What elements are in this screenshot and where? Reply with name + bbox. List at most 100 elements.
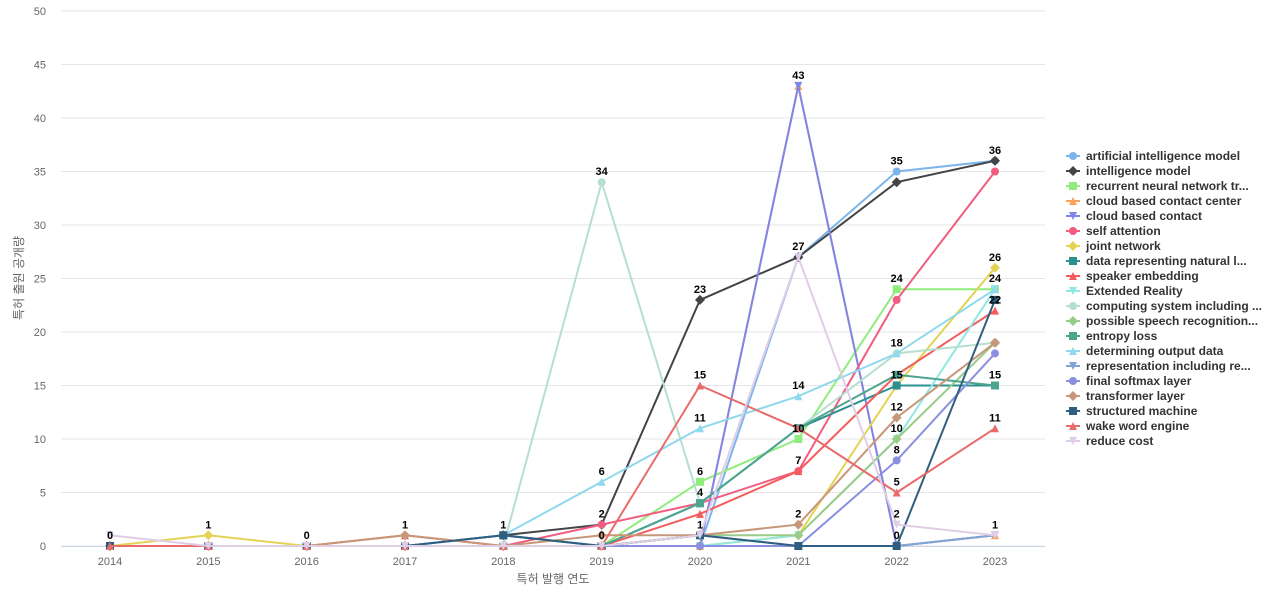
legend-item[interactable]: final softmax layer [1066, 374, 1192, 388]
legend-item[interactable]: computing system including ... [1066, 299, 1262, 313]
legend-label: possible speech recognition... [1086, 314, 1258, 328]
series-line [110, 341, 996, 547]
y-tick-label: 0 [40, 541, 46, 553]
legend-marker [1069, 287, 1077, 295]
legend-item[interactable]: wake word engine [1066, 419, 1190, 433]
legend-marker [1069, 197, 1077, 205]
legend-item[interactable]: possible speech recognition... [1066, 314, 1258, 328]
series-line [110, 85, 996, 548]
data-label: 26 [989, 252, 1001, 264]
x-tick-label: 2016 [294, 556, 318, 568]
data-point [203, 530, 214, 541]
legend-item[interactable]: cloud based contact [1066, 209, 1202, 223]
data-point [991, 285, 999, 294]
series-2 [106, 285, 999, 550]
data-label: 22 [989, 295, 1001, 307]
data-point [892, 285, 901, 294]
data-point [696, 531, 704, 540]
legend-marker [1069, 152, 1077, 160]
legend-item[interactable]: Extended Reality [1066, 284, 1183, 298]
legend-label: structured machine [1086, 404, 1198, 418]
legend-marker [1068, 316, 1078, 326]
legend-label: reduce cost [1086, 434, 1153, 448]
data-point [991, 424, 999, 433]
data-label: 5 [894, 477, 900, 489]
series-line [110, 341, 996, 548]
legend-label: speaker embedding [1086, 269, 1199, 283]
data-point [204, 542, 213, 550]
legend-item[interactable]: intelligence model [1066, 164, 1191, 178]
legend-marker [1068, 166, 1078, 176]
data-label: 0 [107, 530, 113, 542]
y-tick-label: 10 [34, 434, 46, 446]
legend-marker [1068, 391, 1078, 401]
legend-marker [1069, 362, 1077, 370]
data-point [991, 349, 999, 358]
legend-item[interactable]: data representing natural l... [1066, 254, 1247, 268]
legend-label: transformer layer [1086, 389, 1185, 403]
legend-item[interactable]: cloud based contact center [1066, 194, 1242, 208]
legend-item[interactable]: self attention [1066, 224, 1161, 238]
legend-label: wake word engine [1085, 419, 1190, 433]
data-label: 11 [694, 412, 706, 424]
x-tick-label: 2020 [688, 556, 712, 568]
data-label: 8 [894, 444, 900, 456]
legend-item[interactable]: recurrent neural network tr... [1066, 179, 1249, 193]
series-3 [106, 81, 999, 550]
data-label: 2 [795, 509, 801, 521]
y-tick-label: 20 [34, 327, 46, 339]
series-line [110, 159, 996, 547]
legend-item[interactable]: determining output data [1066, 344, 1224, 358]
y-axis-title: 특허 출원 공개량 [12, 236, 26, 320]
data-point [597, 542, 606, 550]
series-9 [106, 285, 999, 550]
data-label: 27 [792, 241, 804, 253]
legend-item[interactable]: speaker embedding [1066, 269, 1199, 283]
legend-item[interactable]: representation including re... [1066, 359, 1251, 373]
legend-label: self attention [1086, 224, 1161, 238]
legend-label: joint network [1085, 239, 1161, 253]
legend-marker [1069, 182, 1077, 190]
data-point [793, 530, 804, 541]
data-label: 1 [500, 519, 506, 531]
legend-item[interactable]: reduce cost [1066, 434, 1153, 448]
data-point [106, 531, 114, 540]
legend-item[interactable]: artificial intelligence model [1066, 149, 1240, 163]
data-label: 2 [894, 509, 900, 521]
data-point [597, 520, 606, 529]
series-line [109, 267, 996, 547]
data-point [597, 477, 606, 486]
data-point [991, 531, 999, 540]
data-point [499, 542, 508, 550]
legend-item[interactable]: transformer layer [1066, 389, 1185, 403]
legend-item[interactable]: structured machine [1066, 404, 1198, 418]
series-17 [106, 295, 999, 550]
series-8 [106, 306, 999, 550]
x-tick-label: 2022 [884, 556, 908, 568]
data-point [499, 531, 508, 540]
data-point [696, 499, 704, 508]
data-point [696, 542, 704, 550]
data-label: 23 [694, 284, 706, 296]
data-point [892, 349, 901, 358]
x-tick-label: 2018 [491, 556, 515, 568]
legend-label: intelligence model [1086, 164, 1191, 178]
data-point [892, 381, 901, 390]
data-label: 14 [792, 380, 805, 392]
legend-label: final softmax layer [1086, 374, 1192, 388]
data-label: 0 [599, 530, 605, 542]
data-point [596, 530, 607, 541]
legend-label: artificial intelligence model [1086, 149, 1240, 163]
legend-item[interactable]: entropy loss [1066, 329, 1158, 343]
data-label: 10 [891, 423, 903, 435]
legend-label: recurrent neural network tr... [1086, 179, 1249, 193]
data-label: 1 [402, 519, 408, 531]
data-point [696, 509, 704, 518]
x-tick-label: 2014 [98, 556, 122, 568]
x-tick-label: 2017 [393, 556, 417, 568]
data-point [891, 434, 902, 444]
data-label: 11 [989, 412, 1001, 424]
legend-item[interactable]: joint network [1066, 239, 1161, 253]
